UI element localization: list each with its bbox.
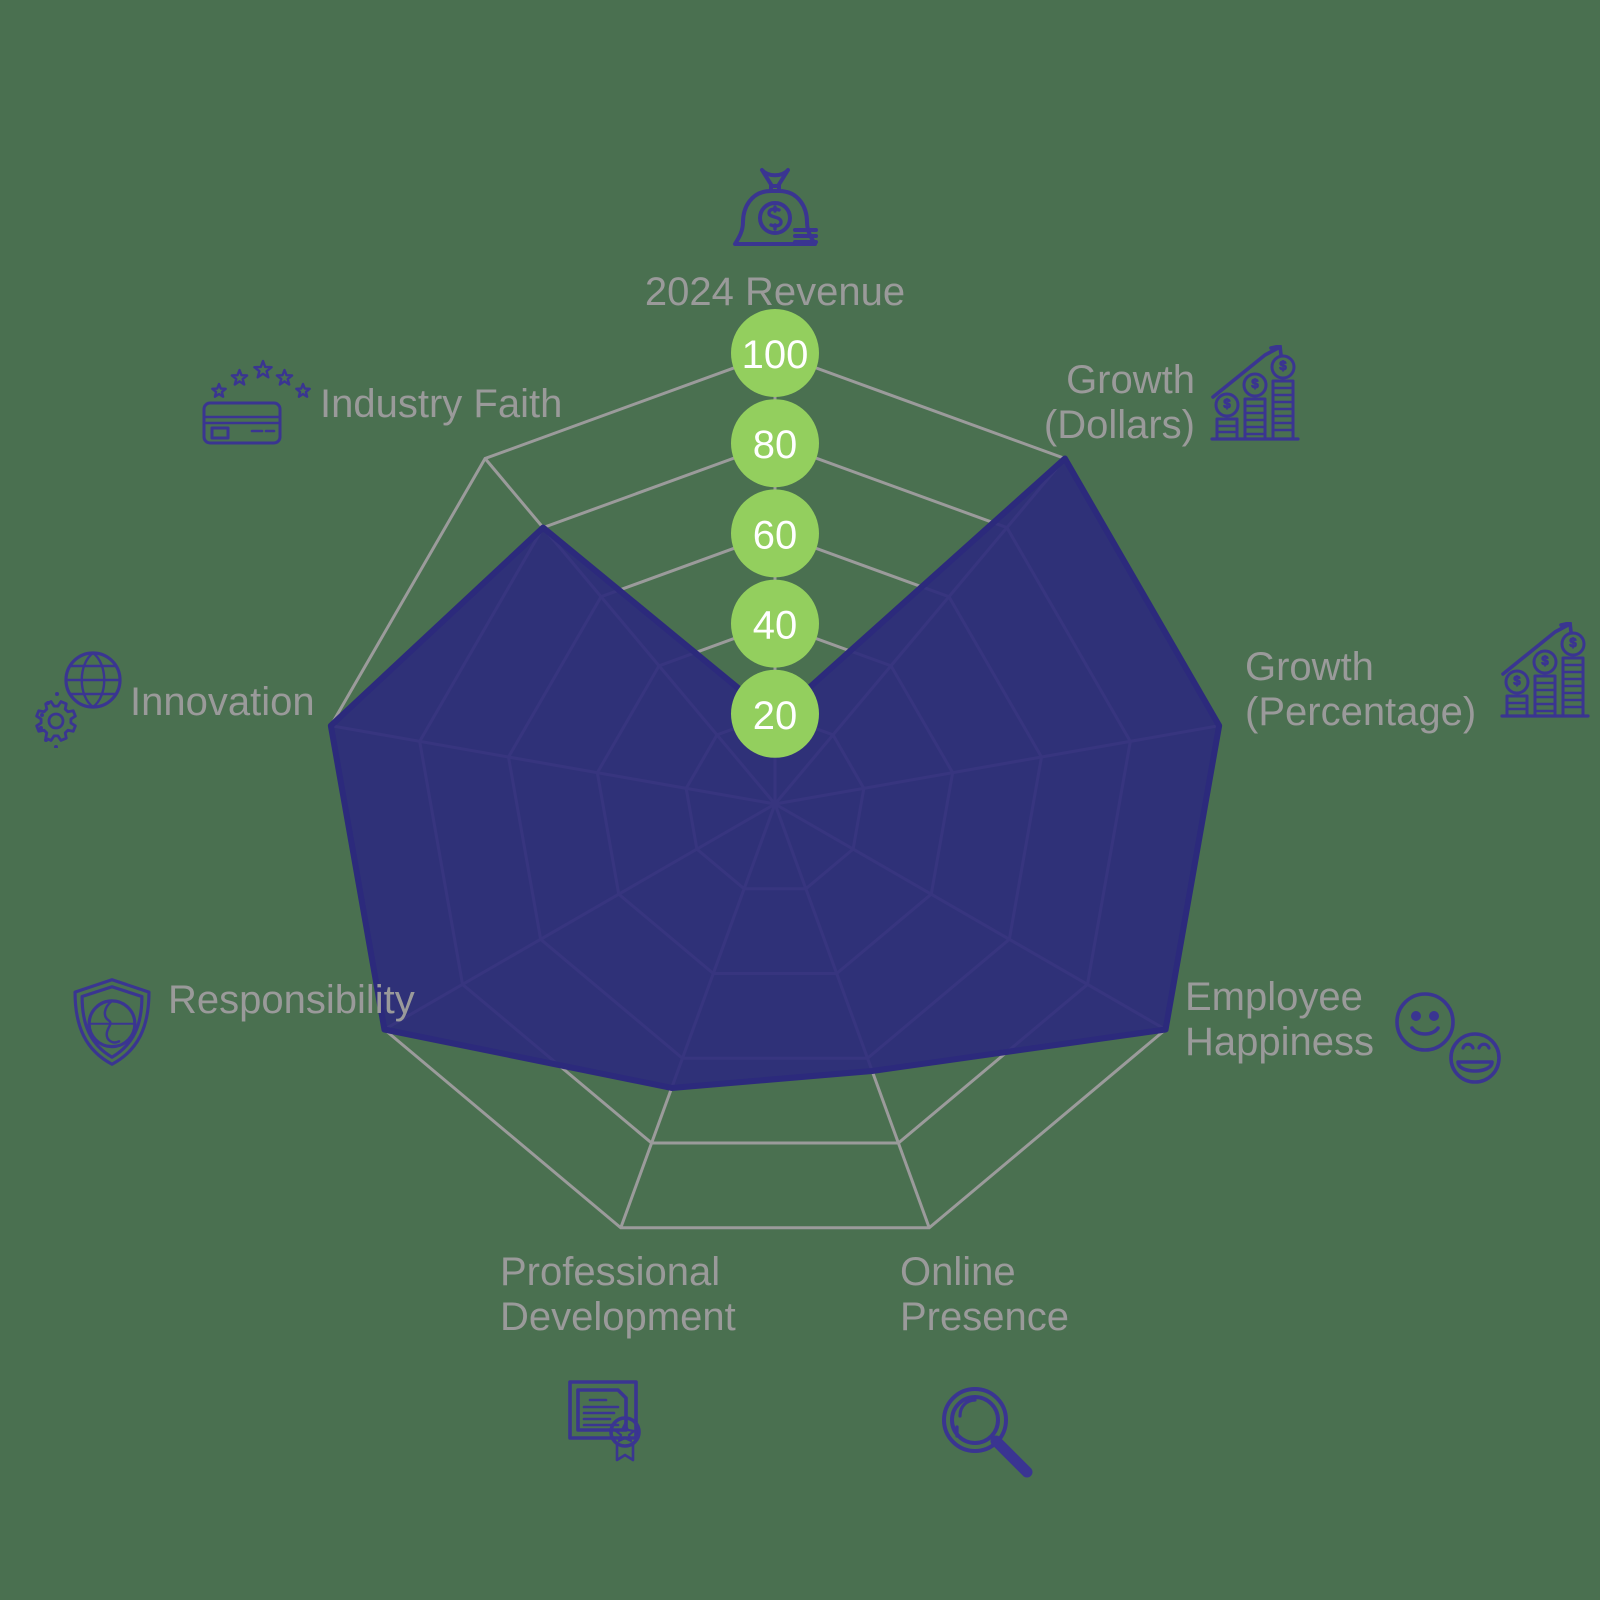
svg-text:$: $	[1251, 376, 1259, 391]
svg-text:$: $	[1223, 396, 1231, 411]
svg-text:20: 20	[753, 694, 798, 738]
svg-text:60: 60	[753, 513, 798, 557]
svg-text:$: $	[1279, 358, 1287, 373]
svg-text:100: 100	[742, 333, 809, 377]
svg-text:$: $	[1569, 635, 1577, 650]
svg-text:40: 40	[753, 604, 798, 648]
svg-text:80: 80	[753, 423, 798, 467]
